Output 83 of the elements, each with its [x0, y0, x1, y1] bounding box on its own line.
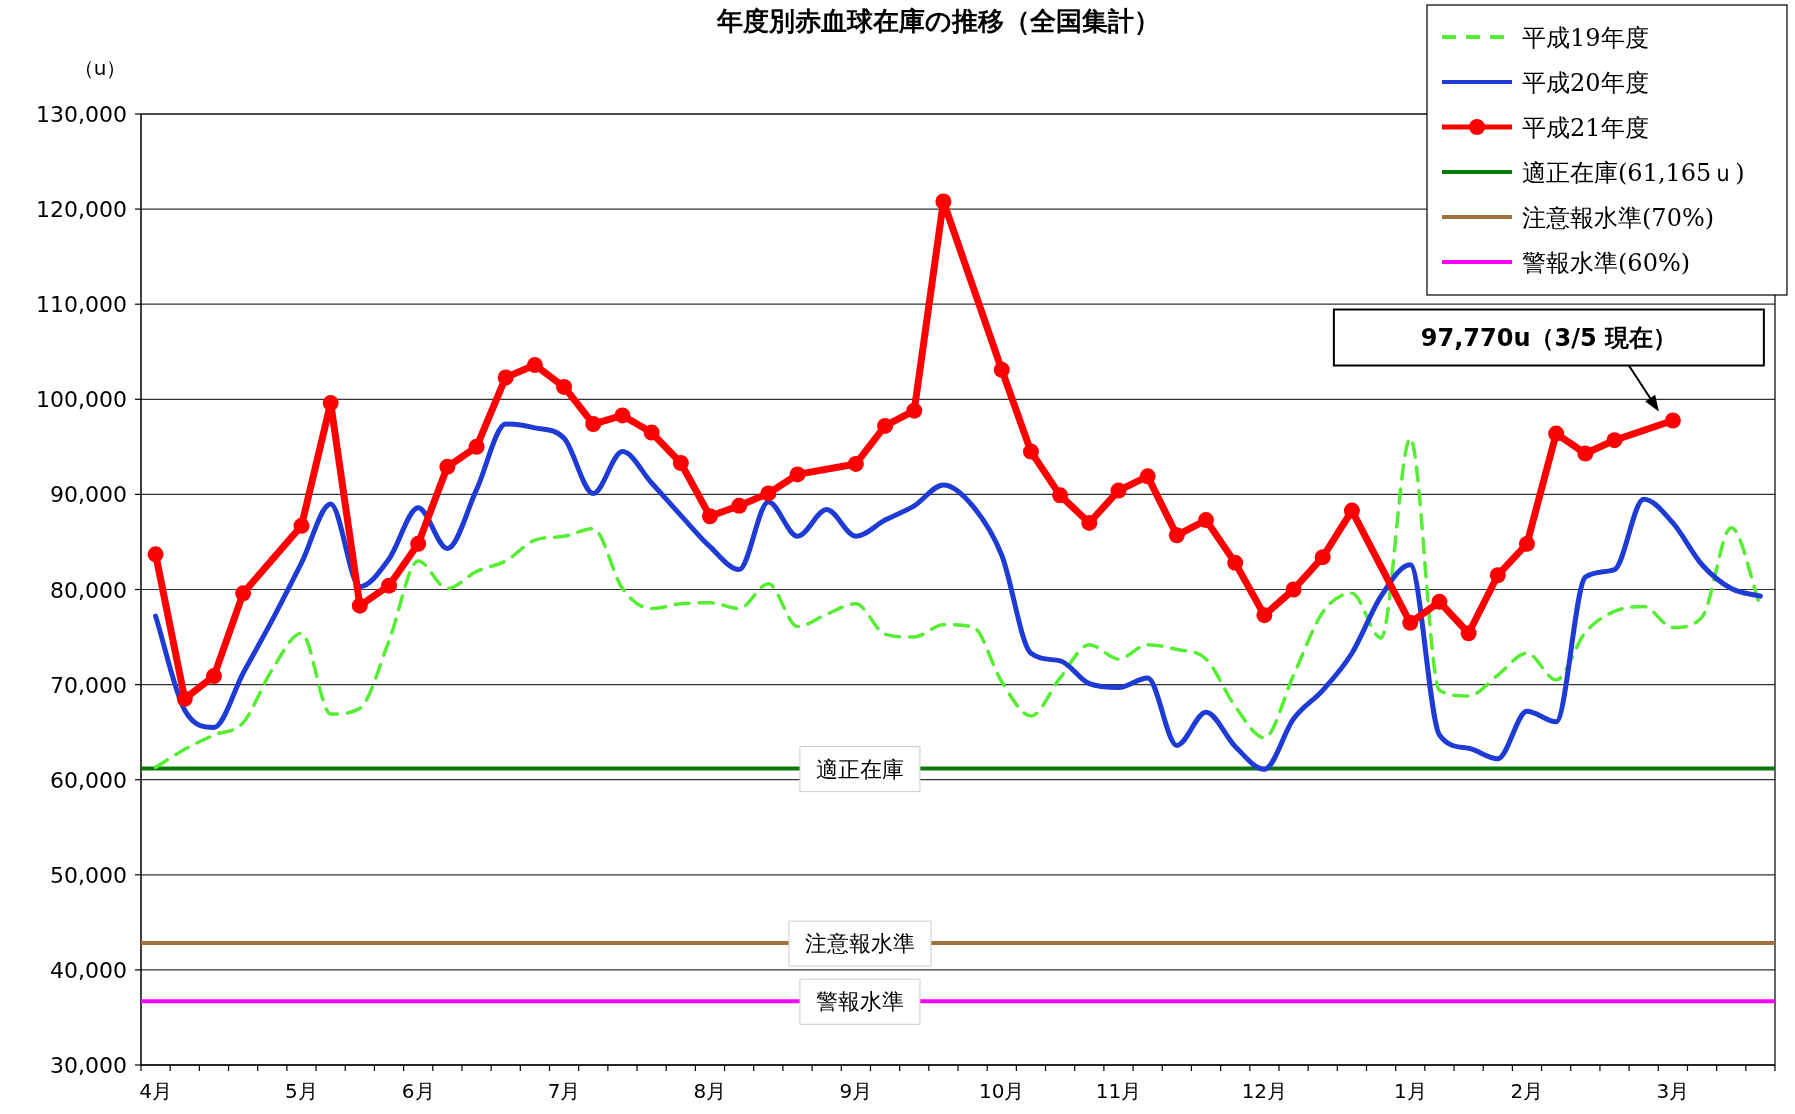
- point: [1664, 412, 1681, 429]
- annotation: 警報水準: [815, 989, 904, 1015]
- point: [1198, 512, 1215, 529]
- x-tick-label: 9月: [839, 1079, 873, 1103]
- point: [1227, 554, 1244, 571]
- point: [1110, 482, 1127, 499]
- point: [410, 535, 427, 552]
- x-tick-label: 6月: [401, 1079, 435, 1103]
- point: [1168, 527, 1185, 544]
- point: [176, 690, 193, 707]
- point: [1577, 445, 1594, 462]
- x-tick-label: 3月: [1656, 1079, 1690, 1103]
- point: [1081, 514, 1098, 531]
- y-tick-label: 60,000: [50, 767, 127, 793]
- point: [468, 438, 485, 455]
- x-tick-label: 10月: [979, 1079, 1025, 1103]
- y-tick-label: 70,000: [50, 672, 127, 698]
- point: [526, 357, 543, 374]
- point: [439, 458, 456, 475]
- x-tick-label: 11月: [1095, 1079, 1142, 1103]
- legend-label: 平成20年度: [1522, 69, 1649, 97]
- point: [1343, 502, 1360, 519]
- x-tick-label: 4月: [139, 1079, 172, 1103]
- legend-label: 警報水準(60%): [1522, 249, 1691, 277]
- point: [147, 546, 164, 563]
- legend-label: 適正在庫(61,165ｕ): [1522, 159, 1745, 187]
- point: [731, 497, 748, 514]
- point: [381, 577, 398, 594]
- x-tick-label: 1月: [1393, 1079, 1427, 1103]
- point: [351, 597, 368, 614]
- y-tick-label: 100,000: [36, 387, 127, 413]
- point: [1052, 487, 1069, 504]
- point: [614, 407, 631, 424]
- point: [877, 417, 894, 434]
- y-axis-title: （u）: [73, 56, 127, 80]
- point: [556, 378, 573, 395]
- point: [1022, 443, 1039, 460]
- point: [1606, 432, 1623, 449]
- point: [322, 395, 339, 412]
- point: [1460, 625, 1477, 642]
- y-tick-label: 50,000: [50, 862, 127, 888]
- annotation: 適正在庫: [815, 756, 904, 782]
- point: [235, 585, 252, 602]
- legend-label: 平成21年度: [1522, 114, 1649, 142]
- y-tick-label: 120,000: [36, 197, 127, 223]
- point: [1489, 567, 1506, 584]
- x-tick-label: 8月: [693, 1079, 727, 1103]
- x-tick-label: 7月: [547, 1079, 581, 1103]
- point: [205, 668, 222, 685]
- x-tick-label: 12月: [1241, 1079, 1288, 1103]
- y-tick-label: 40,000: [50, 957, 127, 983]
- x-tick-label: 5月: [285, 1079, 318, 1103]
- x-tick-label: 2月: [1510, 1079, 1544, 1103]
- point: [1139, 468, 1156, 485]
- point: [585, 416, 602, 433]
- point: [906, 402, 923, 419]
- point: [672, 455, 689, 472]
- point: [1314, 549, 1331, 566]
- point: [1431, 593, 1448, 610]
- y-tick-label: 110,000: [36, 292, 127, 318]
- legend-label: 注意報水準(70%): [1522, 204, 1715, 232]
- y-tick-label: 130,000: [36, 102, 127, 127]
- annotation: 注意報水準: [804, 931, 915, 957]
- point: [701, 508, 718, 525]
- point: [293, 517, 310, 534]
- point: [935, 193, 952, 210]
- point: [1518, 535, 1535, 552]
- annotation: 97,770u（3/5 現在）: [1420, 323, 1677, 352]
- chart-title: 年度別赤血球在庫の推移（全国集計）: [715, 6, 1160, 36]
- y-tick-label: 90,000: [50, 482, 127, 508]
- point: [760, 485, 777, 502]
- point: [847, 455, 864, 472]
- y-tick-label: 30,000: [50, 1053, 127, 1078]
- point: [1402, 614, 1419, 631]
- point: [993, 361, 1010, 378]
- point: [1285, 581, 1302, 598]
- legend-label: 平成19年度: [1522, 24, 1649, 52]
- point: [789, 466, 806, 483]
- y-tick-label: 80,000: [50, 577, 127, 603]
- point: [1548, 425, 1565, 442]
- point: [497, 369, 514, 386]
- point: [1256, 607, 1273, 624]
- point: [643, 424, 660, 441]
